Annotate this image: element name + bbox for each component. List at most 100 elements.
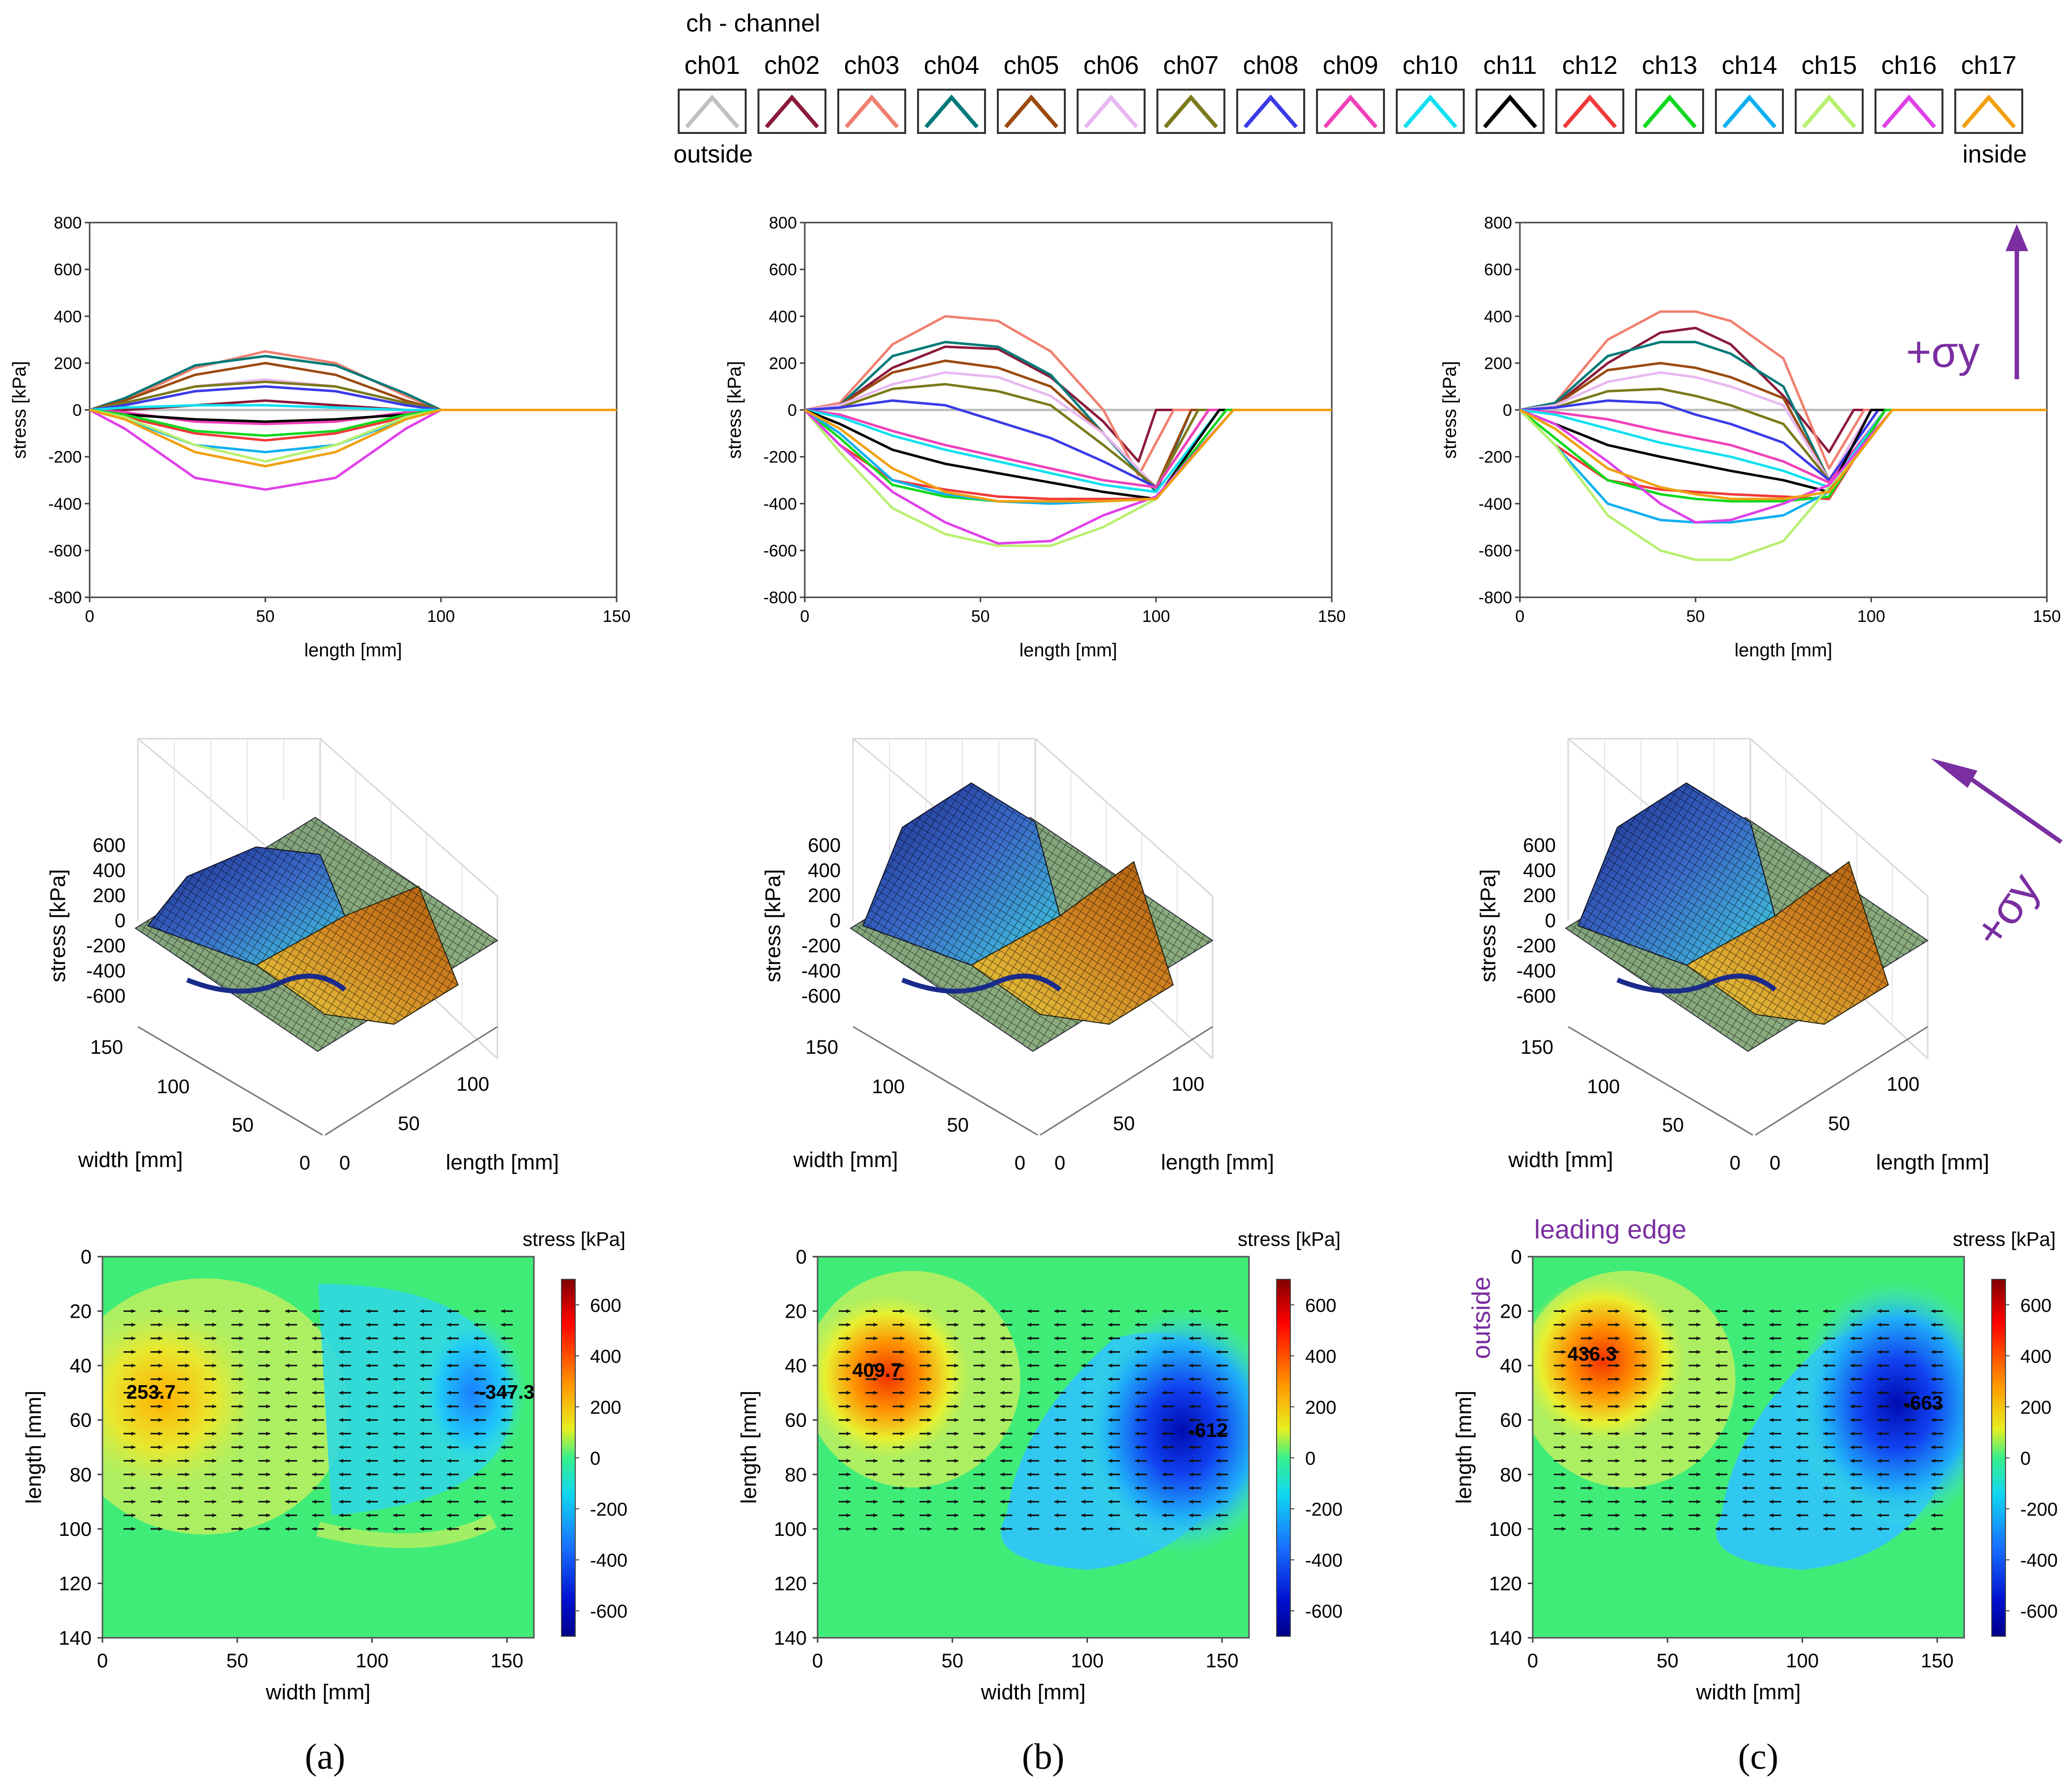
shear-arrowhead	[981, 1377, 986, 1381]
shear-arrowhead	[1108, 1364, 1113, 1368]
shear-arrowhead	[846, 1527, 851, 1531]
colorbar-tick-label: -400	[590, 1551, 627, 1571]
shear-arrowhead	[212, 1486, 216, 1490]
shear-arrowhead	[1108, 1431, 1113, 1436]
shear-arrowhead	[266, 1486, 270, 1490]
y-tick-label: 200	[54, 354, 82, 373]
shear-arrowhead	[1189, 1377, 1193, 1381]
shear-arrowhead	[1216, 1391, 1220, 1395]
shear-arrowhead	[393, 1336, 397, 1340]
shear-arrowhead	[1715, 1486, 1720, 1490]
shear-arrowhead	[1877, 1418, 1881, 1422]
shear-arrowhead	[1877, 1513, 1881, 1518]
shear-arrowhead	[1904, 1323, 1908, 1327]
shear-arrowhead	[1643, 1391, 1646, 1395]
y-tick-label: 0	[72, 401, 82, 420]
shear-arrowhead	[1135, 1404, 1139, 1409]
shear-arrowhead	[1108, 1527, 1113, 1531]
shear-arrowhead	[1850, 1486, 1854, 1490]
shear-arrowhead	[1643, 1459, 1646, 1463]
shear-arrowhead	[981, 1472, 986, 1477]
shear-arrowhead	[447, 1364, 451, 1368]
shear-arrowhead	[501, 1499, 505, 1504]
shear-arrowhead	[1823, 1336, 1828, 1340]
shear-arrowhead	[1135, 1445, 1139, 1449]
shear-arrowhead	[1588, 1418, 1593, 1422]
shear-arrowhead	[212, 1445, 216, 1449]
colorbar-tick-label: 0	[1305, 1449, 1316, 1469]
shear-arrowhead	[1561, 1499, 1566, 1504]
legend-label-ch12: ch12	[1562, 51, 1618, 80]
shear-arrowhead	[1054, 1431, 1058, 1436]
shear-arrowhead	[1216, 1323, 1220, 1327]
shear-arrowhead	[1615, 1377, 1620, 1381]
shear-arrowhead	[1027, 1377, 1031, 1381]
shear-arrowhead	[1216, 1404, 1220, 1409]
sigma-y-arrow-head	[2006, 224, 2028, 251]
shear-arrowhead	[185, 1309, 190, 1313]
shear-arrowhead	[1216, 1513, 1220, 1518]
shear-arrowhead	[1108, 1350, 1113, 1354]
shear-arrowhead	[420, 1513, 424, 1518]
shear-arrowhead	[954, 1513, 958, 1518]
shear-arrowhead	[185, 1499, 190, 1504]
shear-arrowhead	[501, 1513, 505, 1518]
z-tick-label: 600	[808, 835, 841, 856]
x-tick-label: 100	[356, 1650, 389, 1672]
legend-mark-ch02	[764, 94, 820, 129]
shear-arrowhead	[1715, 1364, 1720, 1368]
shear-arrowhead	[312, 1472, 316, 1477]
shear-arrowhead	[474, 1431, 478, 1436]
shear-arrowhead	[1743, 1391, 1746, 1395]
shear-arrowhead	[900, 1350, 905, 1354]
shear-arrowhead	[501, 1418, 505, 1422]
shear-arrowhead	[954, 1309, 958, 1313]
colorbar-tick-label: 400	[590, 1346, 621, 1367]
shear-arrowhead	[1769, 1499, 1774, 1504]
shear-arrowhead	[1696, 1377, 1701, 1381]
shear-arrowhead	[1669, 1309, 1674, 1313]
surface-plot-c: 600 400 200 0 -200 -400 -600 stress [kPa] 150 100…	[1476, 738, 1989, 1174]
shear-arrowhead	[1162, 1336, 1166, 1340]
shear-arrowhead	[447, 1499, 451, 1504]
shear-arrowhead	[954, 1336, 958, 1340]
shear-arrowhead	[501, 1459, 505, 1463]
shear-arrowhead	[393, 1527, 397, 1531]
shear-arrowhead	[1027, 1527, 1031, 1531]
y-axis-label: stress [kPa]	[9, 361, 30, 459]
heatmap-frame	[1532, 1256, 1965, 1639]
shear-arrowhead	[1931, 1364, 1936, 1368]
shear-arrowhead	[339, 1336, 343, 1340]
z-tick-label: -200	[801, 935, 841, 957]
shear-arrowhead	[1561, 1445, 1566, 1449]
shear-arrowhead	[266, 1364, 270, 1368]
shear-arrowhead	[1216, 1499, 1220, 1504]
shear-arrowhead	[1216, 1350, 1220, 1354]
shear-arrowhead	[1561, 1404, 1566, 1409]
series-line-ch05	[804, 359, 1332, 488]
shear-arrowhead	[266, 1350, 270, 1354]
shear-arrowhead	[1696, 1364, 1701, 1368]
shear-arrowhead	[1081, 1513, 1085, 1518]
shear-arrowhead	[1743, 1309, 1746, 1313]
shear-arrowhead	[1189, 1418, 1193, 1422]
shear-arrowhead	[1743, 1336, 1746, 1340]
shear-arrowhead	[1135, 1513, 1139, 1518]
colorbar-tick-label: 600	[1305, 1296, 1336, 1316]
shear-arrowhead	[1588, 1527, 1593, 1531]
shear-arrowhead	[501, 1336, 505, 1340]
sigma-y-diag-head	[1931, 758, 1977, 788]
shear-arrowhead	[1615, 1472, 1620, 1477]
shear-arrowhead	[1162, 1486, 1166, 1490]
shear-arrowhead	[1769, 1391, 1774, 1395]
legend-label-ch13: ch13	[1642, 51, 1698, 80]
shear-arrowhead	[1796, 1336, 1801, 1340]
width-tick-label: 100	[157, 1076, 190, 1098]
shear-arrowhead	[212, 1350, 216, 1354]
series-line-ch02	[804, 345, 1332, 463]
shear-arrowhead	[1877, 1431, 1881, 1436]
shear-arrowhead	[339, 1499, 343, 1504]
colorbar-tick-label: 600	[2020, 1296, 2051, 1316]
z-tick-label: 200	[1523, 885, 1556, 907]
